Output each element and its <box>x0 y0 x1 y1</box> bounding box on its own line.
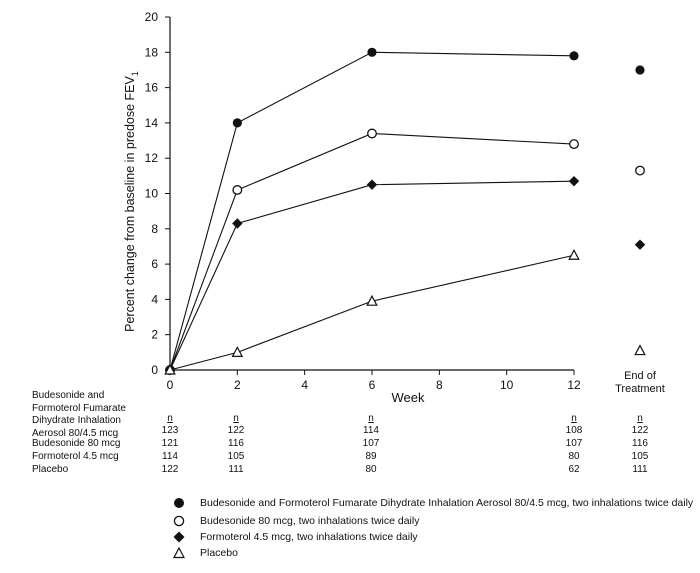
y-tick-label: 8 <box>151 222 158 236</box>
data-point <box>569 139 579 150</box>
data-point <box>231 346 244 357</box>
series-line-3 <box>169 254 575 371</box>
n-value: 111 <box>632 464 648 475</box>
legend-label-budesonide: Budesonide 80 mcg, two inhalations twice… <box>200 515 420 527</box>
n-value: 62 <box>568 464 580 475</box>
n-header: n <box>167 413 173 424</box>
end-of-treatment-label-line1: End of <box>624 370 656 382</box>
x-tick-label: 8 <box>436 378 443 392</box>
x-tick-label: 6 <box>369 378 376 392</box>
legend-item-placebo: Placebo <box>172 546 238 560</box>
chart-series <box>164 47 580 376</box>
y-axis-label-subscript: 1 <box>130 71 140 76</box>
legend-item-formoterol: Formoterol 4.5 mcg, two inhalations twic… <box>172 530 418 544</box>
filled-diamond-icon <box>173 531 185 543</box>
n-value: 116 <box>632 438 648 449</box>
n-header: n <box>571 413 577 424</box>
legend-label-combo: Budesonide and Formoterol Fumarate Dihyd… <box>200 497 694 509</box>
n-value: 107 <box>362 438 380 449</box>
legend-label-formoterol: Formoterol 4.5 mcg, two inhalations twic… <box>200 531 418 543</box>
data-point <box>366 179 378 190</box>
n-value: 122 <box>631 425 649 436</box>
n-value: 116 <box>228 438 244 449</box>
data-point <box>569 51 579 61</box>
n-value: 105 <box>227 451 245 462</box>
n-value: 122 <box>227 425 245 436</box>
n-value: 80 <box>568 451 580 462</box>
data-point <box>367 128 377 139</box>
y-tick-label: 20 <box>145 10 159 24</box>
row-label: Budesonide 80 mcg <box>32 438 121 449</box>
y-tick-label: 12 <box>145 151 159 165</box>
row-label: Placebo <box>32 464 69 475</box>
n-value: 107 <box>565 438 583 449</box>
row-label-line: Budesonide and <box>32 390 105 401</box>
y-tick-label: 4 <box>151 292 158 306</box>
filled-circle-icon <box>174 498 184 508</box>
end-of-treatment-point <box>635 165 645 176</box>
y-tick-label: 14 <box>145 116 159 130</box>
y-tick-label: 18 <box>145 45 159 59</box>
end-of-treatment-point <box>634 344 646 356</box>
n-value: 114 <box>162 451 178 462</box>
end-of-treatment-label-line2: Treatment <box>615 383 665 395</box>
data-point <box>367 47 377 57</box>
y-tick-label: 16 <box>145 81 159 95</box>
n-header: n <box>233 413 239 424</box>
data-point <box>232 218 243 229</box>
open-circle-icon <box>173 515 185 527</box>
series-line-0 <box>169 51 575 371</box>
n-value: 123 <box>161 425 179 436</box>
x-axis-label: Week <box>392 390 425 405</box>
series-line-2 <box>169 180 575 371</box>
x-tick-label: 4 <box>301 378 308 392</box>
y-axis-label: Percent change from baseline in predose … <box>123 71 140 332</box>
legend-item-combo: Budesonide and Formoterol Fumarate Dihyd… <box>172 496 693 510</box>
y-tick-label: 0 <box>151 363 158 377</box>
n-value: 121 <box>161 438 179 449</box>
legend-item-budesonide: Budesonide 80 mcg, two inhalations twice… <box>172 514 419 528</box>
x-tick-label: 12 <box>567 378 581 392</box>
data-point <box>568 175 580 187</box>
chart-axes: 0 2 4 6 8 10 12 14 16 18 20 0 2 4 6 8 10 12 Week Percent ch… <box>123 10 581 405</box>
n-value: 111 <box>228 464 244 475</box>
legend-label-placebo: Placebo <box>200 547 238 559</box>
row-label-line: Aerosol 80/4.5 mcg <box>32 427 119 439</box>
y-tick-label: 10 <box>145 187 159 201</box>
open-triangle-icon <box>173 546 185 559</box>
series-line-1 <box>169 132 575 371</box>
end-of-treatment-points <box>634 65 646 356</box>
y-tick-label: 2 <box>151 328 158 342</box>
data-point <box>232 185 243 195</box>
x-tick-label: 0 <box>167 378 174 392</box>
n-value: 89 <box>365 451 377 462</box>
n-value: 114 <box>363 425 379 436</box>
data-point <box>232 118 242 128</box>
n-value: 108 <box>565 425 583 436</box>
end-of-treatment-point <box>634 239 646 250</box>
n-value: 105 <box>631 451 649 462</box>
data-point <box>164 363 176 375</box>
row-label: Formoterol 4.5 mcg <box>32 451 119 462</box>
n-value: 80 <box>365 464 377 475</box>
data-point <box>366 294 378 306</box>
n-header: n <box>368 413 374 424</box>
row-label-line: Formoterol Fumarate <box>32 402 126 414</box>
x-tick-label: 2 <box>234 378 241 392</box>
n-value: 122 <box>161 464 179 475</box>
n-header: n <box>637 413 643 424</box>
row-label-line: Dihydrate Inhalation <box>32 415 121 426</box>
end-of-treatment-point <box>635 65 645 75</box>
x-tick-label: 10 <box>500 378 514 392</box>
data-point <box>568 248 580 260</box>
y-tick-label: 6 <box>151 257 158 271</box>
end-of-treatment-label: End of Treatment <box>600 370 680 396</box>
